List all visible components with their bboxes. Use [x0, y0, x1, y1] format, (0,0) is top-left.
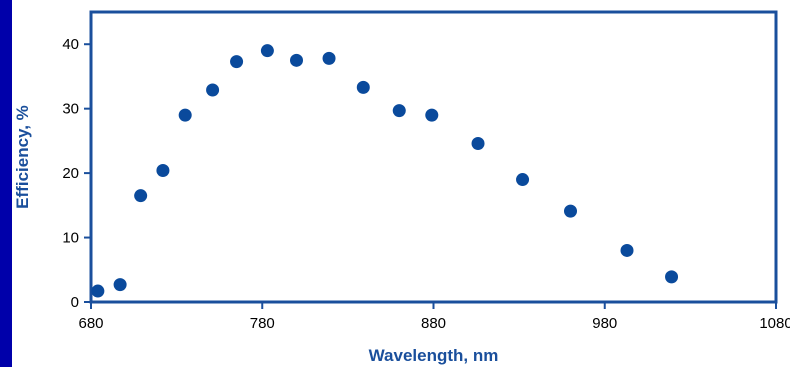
data-point — [113, 278, 127, 292]
data-point — [392, 104, 406, 118]
x-axis-title: Wavelength, nm — [369, 346, 499, 365]
x-tick-label: 680 — [78, 315, 103, 332]
data-point — [156, 164, 170, 178]
data-point — [620, 243, 634, 257]
data-point — [356, 80, 370, 94]
x-tick-label: 980 — [592, 315, 617, 332]
x-tick-label: 1080 — [759, 315, 790, 332]
y-tick-label: 40 — [62, 36, 79, 53]
data-point — [516, 173, 530, 187]
data-point — [425, 108, 439, 122]
x-tick-label: 780 — [250, 315, 275, 332]
plot-frame — [89, 10, 778, 304]
data-point — [260, 44, 274, 58]
y-tick-label: 30 — [62, 101, 79, 118]
data-point — [206, 83, 220, 97]
y-tick-label: 20 — [62, 165, 79, 182]
data-point — [564, 204, 577, 218]
scatter-chart: 680 780 880 980 1080 0 10 20 30 40 Wavelength, nm… — [13, 10, 790, 365]
data-point — [178, 108, 192, 122]
y-tick-label: 10 — [62, 230, 79, 247]
y-tick-label: 0 — [71, 294, 79, 311]
data-point — [290, 53, 303, 67]
chart-canvas: 680 780 880 980 1080 0 10 20 30 40 Wavelength, nm… — [12, 0, 790, 367]
data-point — [91, 284, 105, 298]
data-point — [134, 189, 148, 203]
x-tick-label: 880 — [421, 315, 446, 332]
data-point — [322, 51, 336, 65]
data-point — [665, 270, 679, 284]
y-axis-title: Efficiency, % — [13, 105, 32, 209]
data-point — [471, 136, 485, 150]
data-point — [230, 55, 244, 69]
